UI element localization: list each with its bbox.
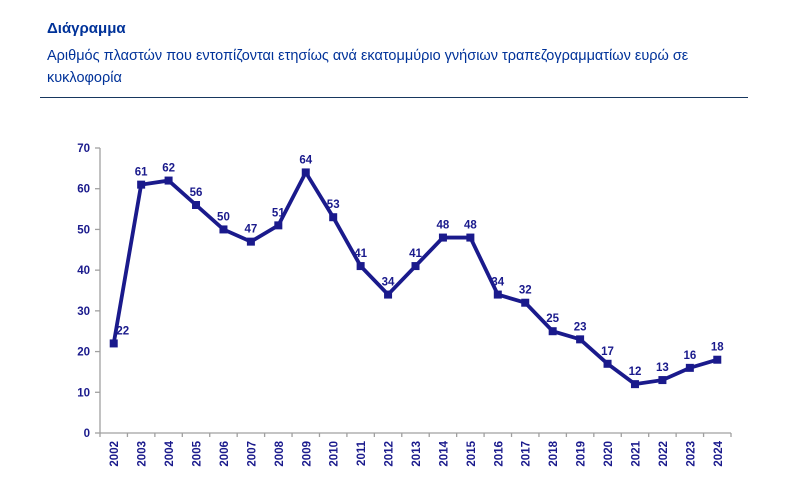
data-point-label: 51 — [272, 207, 285, 219]
data-point-label: 47 — [244, 224, 257, 236]
data-point-marker — [685, 363, 694, 372]
x-tick-label: 2014 — [438, 440, 450, 466]
data-point-marker — [603, 359, 612, 368]
data-point-label: 50 — [217, 211, 230, 223]
data-point-marker — [274, 221, 283, 230]
x-tick-label: 2006 — [219, 441, 231, 467]
data-point-marker — [109, 339, 118, 348]
data-point-marker — [466, 233, 475, 242]
x-tick-label: 2011 — [356, 440, 368, 466]
data-point-marker — [438, 233, 447, 242]
y-tick-label: 40 — [77, 265, 90, 277]
data-point-marker — [219, 225, 228, 234]
data-point-label: 41 — [354, 248, 367, 260]
x-tick-label: 2024 — [713, 440, 725, 466]
data-point-label: 48 — [464, 220, 477, 232]
data-point-label: 62 — [162, 163, 175, 175]
x-tick-label: 2016 — [493, 441, 505, 467]
data-point-marker — [548, 327, 557, 336]
x-tick-label: 2007 — [246, 441, 258, 467]
x-tick-label: 2021 — [630, 440, 642, 466]
data-point-marker — [658, 376, 667, 385]
x-tick-label: 2004 — [164, 440, 176, 466]
data-point-marker — [384, 290, 393, 299]
data-point-marker — [576, 335, 585, 344]
data-point-label: 12 — [629, 366, 642, 378]
data-point-label: 41 — [409, 248, 422, 260]
data-point-label: 56 — [190, 187, 203, 199]
x-tick-label: 2020 — [603, 441, 615, 467]
data-point-marker — [301, 168, 310, 177]
data-point-marker — [246, 237, 255, 246]
data-point-marker — [713, 355, 722, 364]
chart-title: Διάγραμμα — [47, 20, 126, 37]
y-tick-label: 60 — [77, 184, 90, 196]
x-tick-label: 2012 — [384, 441, 396, 467]
data-point-marker — [137, 180, 146, 189]
data-point-marker — [356, 262, 365, 271]
data-point-label: 34 — [491, 277, 504, 289]
y-tick-label: 0 — [84, 428, 90, 440]
data-point-label: 25 — [546, 313, 559, 325]
data-point-label: 64 — [299, 154, 312, 166]
chart-subtitle: Αριθμός πλαστών που εντοπίζονται ετησίως… — [47, 48, 689, 86]
data-point-marker — [192, 201, 201, 209]
data-point-marker — [493, 290, 502, 299]
x-tick-label: 2023 — [685, 441, 697, 467]
data-point-label: 17 — [601, 346, 614, 358]
data-point-label: 18 — [711, 342, 724, 354]
data-point-label: 13 — [656, 362, 669, 374]
data-point-label: 16 — [683, 350, 696, 362]
data-point-label: 53 — [327, 199, 340, 211]
x-tick-label: 2018 — [548, 440, 560, 466]
data-point-label: 22 — [116, 325, 129, 337]
data-point-marker — [630, 380, 639, 389]
x-tick-label: 2022 — [658, 441, 670, 467]
x-tick-label: 2013 — [411, 441, 423, 467]
x-tick-label: 2015 — [466, 440, 478, 466]
x-tick-label: 2003 — [137, 441, 149, 467]
x-tick-label: 2002 — [109, 441, 121, 467]
y-tick-label: 70 — [77, 143, 90, 155]
y-tick-label: 20 — [77, 347, 90, 359]
data-point-label: 34 — [382, 277, 395, 289]
series-line — [111, 168, 718, 387]
header-divider — [40, 97, 748, 98]
x-tick-label: 2008 — [274, 440, 286, 466]
x-tick-label: 2009 — [301, 441, 313, 467]
x-tick-label: 2005 — [192, 440, 204, 466]
data-point-label: 23 — [574, 321, 587, 333]
x-tick-label: 2010 — [329, 441, 341, 467]
chart-header: Διάγραμμα Αριθμός πλαστών που εντοπίζοντ… — [47, 20, 757, 89]
line-chart-svg: 0 10 20 30 40 50 60 70 2002 2003 2004 2005 2006 2007 2… — [77, 143, 732, 467]
y-tick-label: 10 — [77, 387, 90, 399]
data-point-marker — [329, 213, 338, 222]
y-tick-label: 50 — [77, 224, 90, 236]
data-point-label: 61 — [135, 167, 148, 179]
data-point-label: 48 — [437, 220, 450, 232]
x-tick-label: 2017 — [521, 441, 533, 467]
data-point-marker — [521, 298, 530, 307]
data-point-label: 32 — [519, 285, 532, 297]
data-point-marker — [411, 262, 420, 271]
x-tick-label: 2019 — [576, 441, 588, 467]
y-tick-label: 30 — [77, 306, 90, 318]
data-point-marker — [164, 176, 173, 185]
